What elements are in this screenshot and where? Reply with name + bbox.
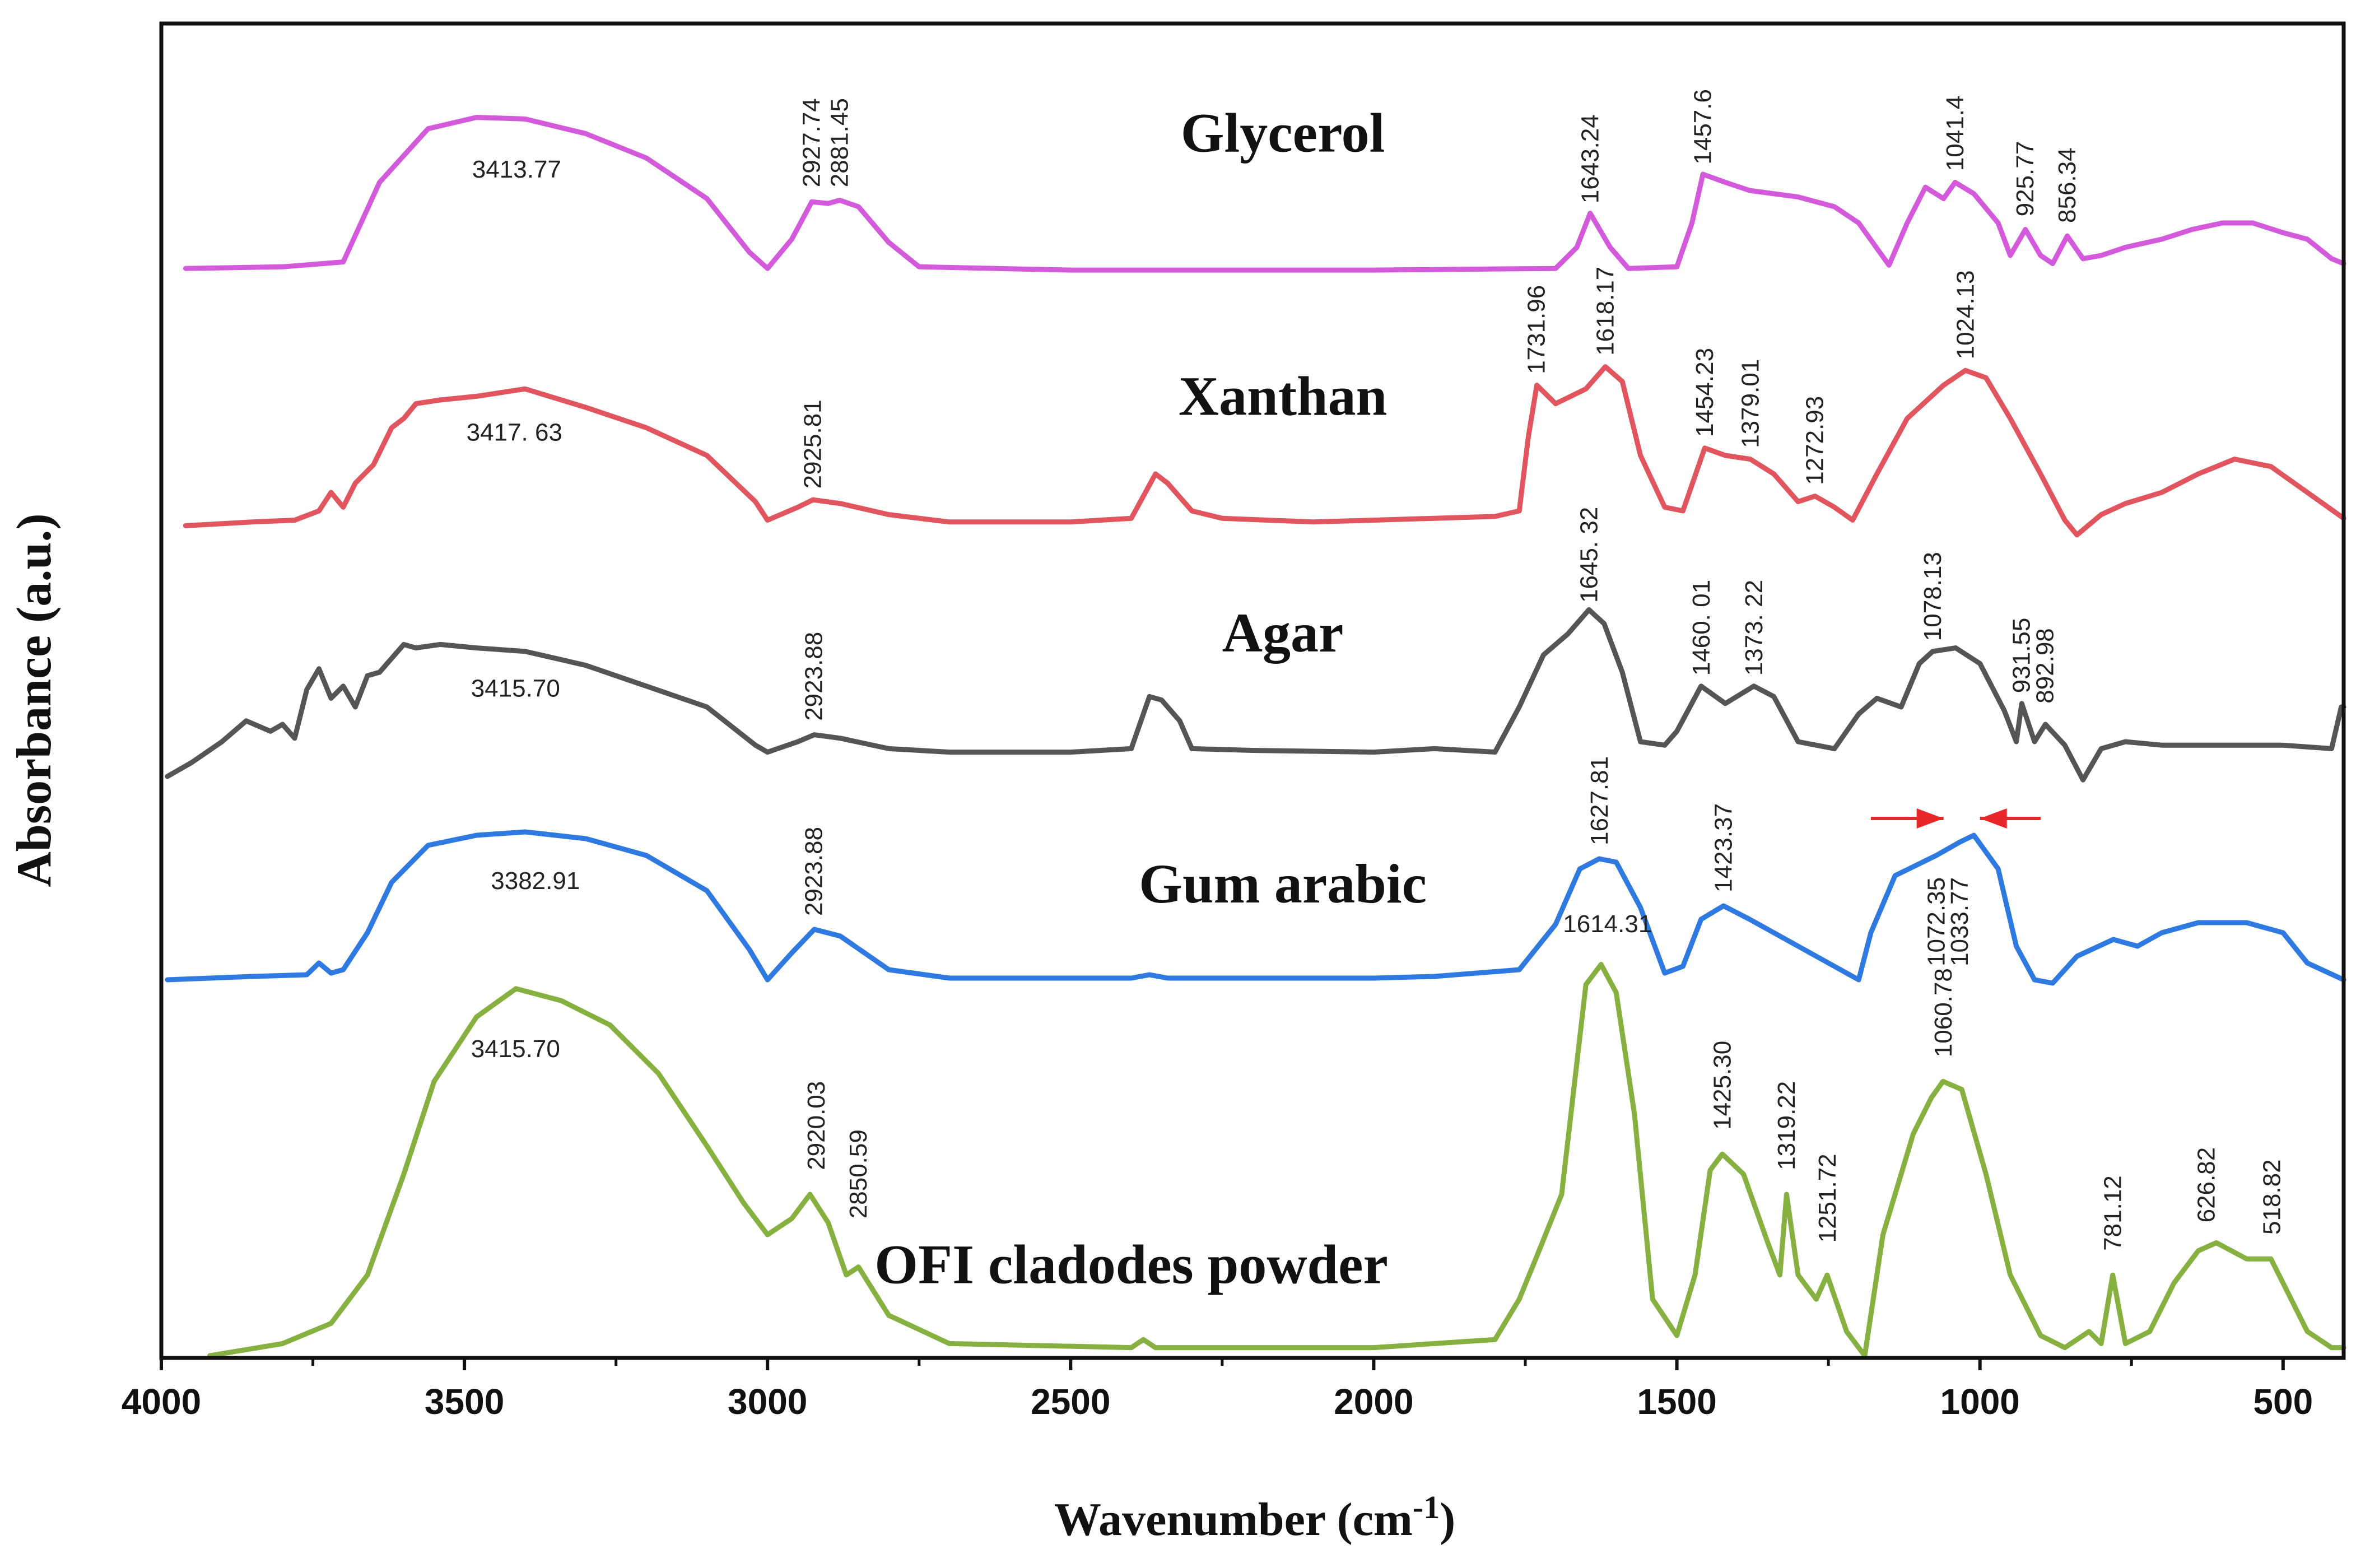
y-axis-title: Absorbance (a.u.): [7, 513, 62, 887]
plot-frame: [159, 21, 2346, 1360]
peak-label-agar: 1078.13: [1919, 552, 1947, 641]
peak-label-gum-arabic: 1423.37: [1710, 803, 1738, 892]
series-line-gum-arabic: [165, 829, 2346, 986]
series-name-agar: Agar: [1222, 602, 1344, 664]
x-tick-label: 2000: [1334, 1381, 1413, 1422]
peak-label-agar: 892.98: [2032, 628, 2059, 704]
series-name-gum-arabic: Gum arabic: [1139, 853, 1427, 915]
peak-label-xanthan: 1731.96: [1523, 285, 1551, 374]
peak-label-gum-arabic: 3382.91: [491, 867, 580, 895]
peak-label-ofi-cladodes-powder: 781.12: [2099, 1175, 2127, 1251]
peak-label-ofi-cladodes-powder: 2850.59: [845, 1129, 872, 1218]
peak-label-xanthan: 1024.13: [1952, 270, 1980, 359]
x-tick-label: 3000: [728, 1381, 807, 1422]
peak-label-ofi-cladodes-powder: 2920.03: [803, 1081, 830, 1170]
peak-label-ofi-cladodes-powder: 1319.22: [1773, 1081, 1800, 1170]
peak-label-agar: 3415.70: [471, 674, 560, 702]
series-line-agar: [165, 607, 2346, 783]
shift-arrow-right: [1980, 808, 2041, 829]
peak-label-glycerol: 1041.4: [1941, 96, 1969, 171]
peak-label-ofi-cladodes-powder: 1251.72: [1814, 1153, 1841, 1243]
peak-label-glycerol: 3413.77: [472, 156, 561, 183]
peak-label-agar: 2923.88: [800, 632, 828, 721]
peak-label-ofi-cladodes-powder: 1060.78: [1930, 968, 1957, 1057]
peak-label-xanthan: 1272.93: [1801, 396, 1828, 485]
peak-label-xanthan: 1618.17: [1592, 267, 1619, 356]
peak-label-glycerol: 2927.74: [798, 98, 825, 187]
peak-label-agar: 1645. 32: [1575, 507, 1603, 603]
series-name-glycerol: Glycerol: [1181, 101, 1385, 164]
peak-label-glycerol: 2881.45: [826, 98, 854, 187]
peak-label-gum-arabic: 2923.88: [800, 827, 828, 916]
shift-arrow-right-head: [1980, 808, 2007, 829]
arrow-layer: [1870, 808, 2041, 829]
x-tick-label: 1000: [1940, 1381, 2020, 1422]
peak-label-gum-arabic: 1072.35: [1922, 877, 1950, 966]
peak-label-glycerol: 925.77: [2012, 141, 2039, 217]
x-axis-title-superscript: -1: [1413, 1489, 1440, 1525]
x-axis-title-text: Wavenumber (cm: [1054, 1493, 1413, 1546]
series-name-ofi-cladodes-powder: OFI cladodes powder: [874, 1233, 1388, 1295]
peak-label-ofi-cladodes-powder: 1425.30: [1708, 1041, 1736, 1130]
peak-label-ofi-cladodes-powder: 3415.70: [471, 1035, 560, 1063]
x-tick-label: 500: [2253, 1381, 2313, 1422]
peak-label-gum-arabic: 1033.77: [1946, 877, 1973, 966]
peak-label-layer: 3413.77 2927.74 2881.45 1643.24 1457.6 1041.4…: [467, 89, 2286, 1251]
peak-label-ofi-cladodes-powder: 626.82: [2193, 1147, 2220, 1223]
peak-label-glycerol: 1643.24: [1577, 114, 1604, 203]
x-tick-label: 2500: [1031, 1381, 1110, 1422]
peak-label-glycerol: 856.34: [2054, 147, 2081, 223]
shift-arrow-left-head: [1916, 808, 1944, 829]
x-axis-title-close: ): [1440, 1493, 1455, 1546]
x-axis-title: Wavenumber (cm-1): [1054, 1489, 1455, 1546]
peak-label-xanthan: 1454.23: [1691, 348, 1719, 437]
x-tick-label: 4000: [122, 1381, 201, 1422]
peak-label-agar: 931.55: [2008, 618, 2036, 694]
peak-label-xanthan: 3417. 63: [467, 419, 562, 446]
series-layer: [165, 115, 2346, 1358]
peak-label-gum-arabic: 1627.81: [1586, 756, 1613, 845]
shift-arrow-left: [1870, 808, 1944, 829]
series-line-xanthan: [183, 364, 2346, 538]
series-name-xanthan: Xanthan: [1179, 365, 1387, 427]
peak-label-ofi-cladodes-powder: 518.82: [2258, 1159, 2285, 1235]
peak-label-glycerol: 1457.6: [1689, 89, 1716, 165]
x-tick-label: 3500: [425, 1381, 504, 1422]
peak-label-xanthan: 2925.81: [799, 399, 827, 488]
peak-label-xanthan: 1379.01: [1737, 359, 1764, 448]
peak-label-ofi-cladodes-powder: 1614.31: [1563, 910, 1652, 938]
series-line-glycerol: [183, 115, 2346, 273]
x-tick-label: 1500: [1637, 1381, 1716, 1422]
peak-label-agar: 1373. 22: [1740, 580, 1768, 676]
series-name-layer: Glycerol Xanthan Agar Gum arabic OFI cladode…: [874, 101, 1427, 1295]
x-axis-ticks: 4000 3500 3000 2500 2000 1500 1000 500: [122, 1358, 2313, 1422]
series-line-ofi-cladodes-powder: [207, 962, 2346, 1358]
peak-label-agar: 1460. 01: [1688, 580, 1715, 676]
